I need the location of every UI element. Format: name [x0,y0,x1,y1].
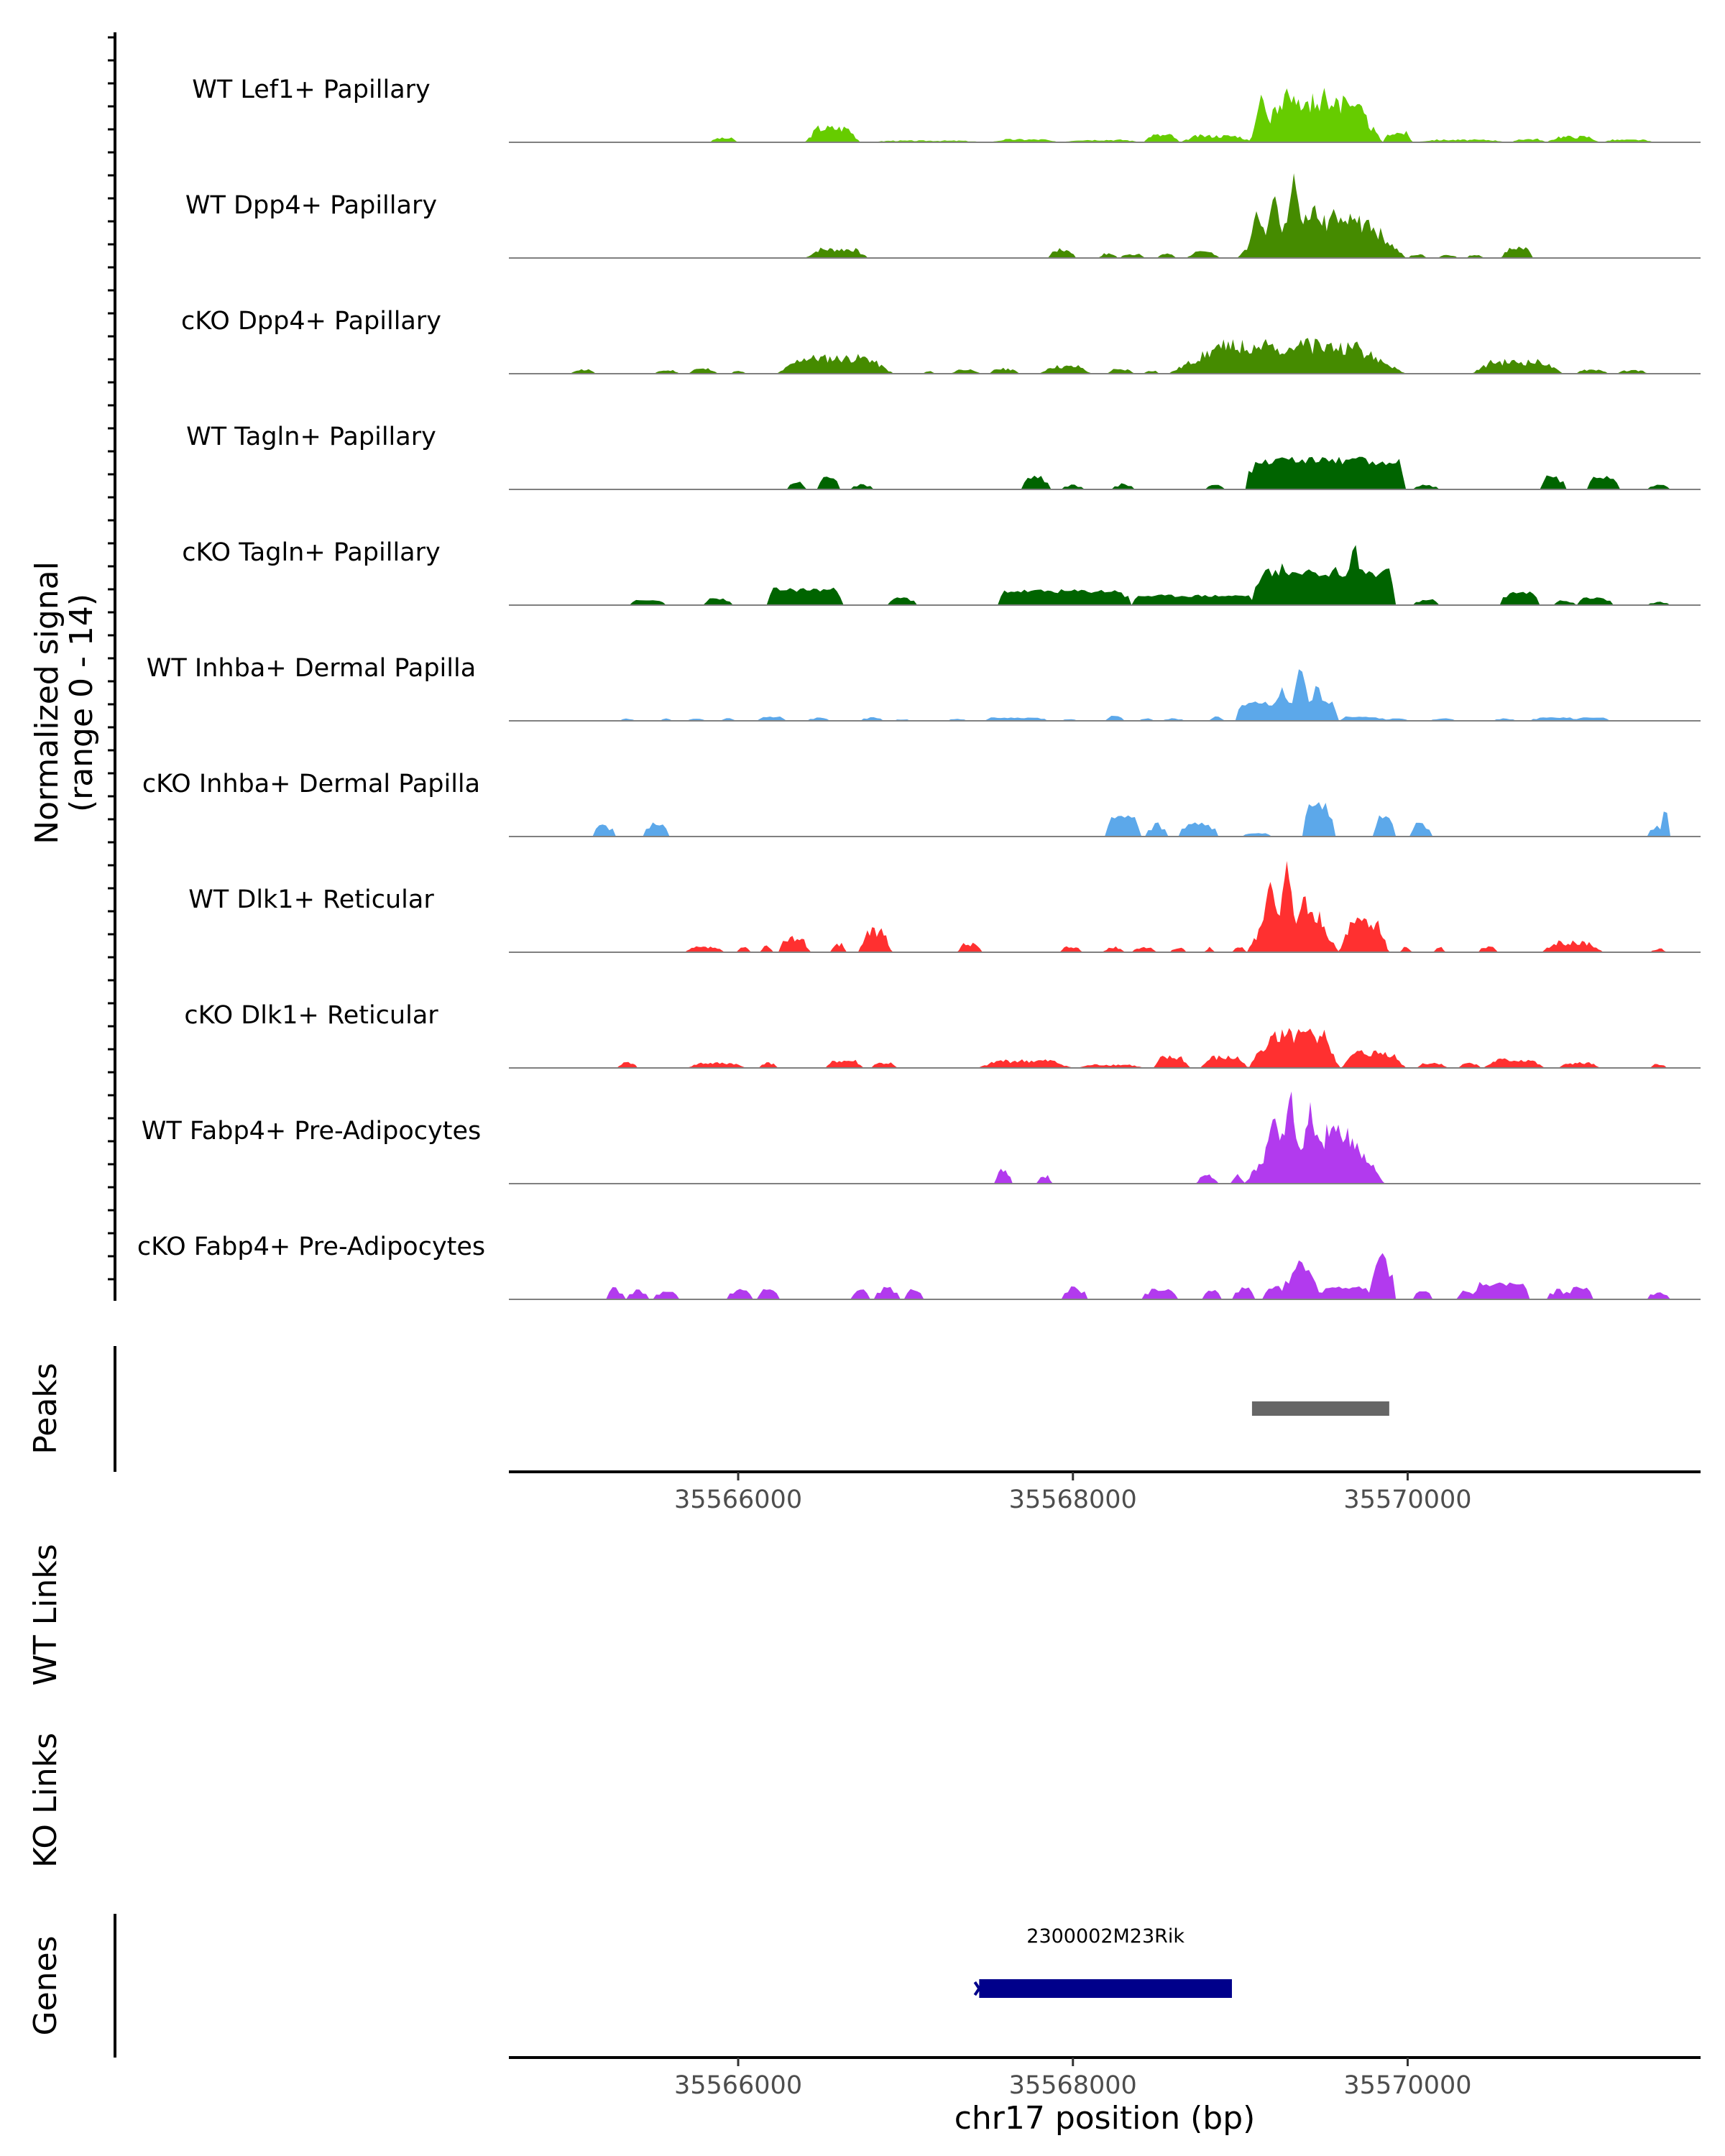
peaks-track-label: Peaks [27,1363,64,1454]
ko-links-track-label: KO Links [27,1733,64,1868]
peaks-x-axis-tick-label: 35566000 [674,1485,802,1514]
track-10: WT Fabp4+ Pre-Adipocytes [142,1091,1701,1184]
track-label: cKO Dlk1+ Reticular [184,1001,438,1030]
genes-x-axis-tick-label: 35570000 [1343,2071,1471,2100]
track-11: cKO Fabp4+ Pre-Adipocytes [137,1233,1701,1300]
track-label: WT Lef1+ Papillary [192,75,431,104]
coverage-tracks: WT Lef1+ Papillary WT Dpp4+ Papillary cKO … [137,75,1701,1300]
track-label: cKO Fabp4+ Pre-Adipocytes [137,1233,485,1261]
genes-track: 2300002M23Rik [973,1925,1232,1998]
track-label: WT Dlk1+ Reticular [188,885,434,914]
peaks-x-axis-tick-label: 35568000 [1009,1485,1137,1514]
coverage-area [509,88,1701,142]
coverage-area [509,456,1701,489]
track-label: cKO Tagln+ Papillary [182,538,441,567]
track-3: cKO Dpp4+ Papillary [181,307,1701,374]
genes-x-axis-tick-label: 35566000 [674,2071,802,2100]
track-label: cKO Inhba+ Dermal Papilla [142,770,480,798]
genes-x-axis-tick-label: 35568000 [1009,2071,1137,2100]
track-4: WT Tagln+ Papillary [186,423,1701,490]
track-label: WT Fabp4+ Pre-Adipocytes [142,1117,481,1146]
track-label: cKO Dpp4+ Papillary [181,307,441,336]
gene-body [979,1979,1232,1998]
coverage-area [509,338,1701,374]
genes-track-label: Genes [27,1935,64,2035]
coverage-area [509,1028,1701,1068]
track-5: cKO Tagln+ Papillary [182,538,1701,606]
peaks-track [1251,1401,1389,1416]
coverage-area [509,1253,1701,1299]
signal-axis-ticks [108,36,115,1281]
left-axes [108,32,116,2058]
track-label: WT Tagln+ Papillary [186,423,436,451]
signal-axis-range-label: (range 0 - 14) [63,594,100,812]
track-6: WT Inhba+ Dermal Papilla [147,654,1701,722]
track-2: WT Dpp4+ Papillary [185,173,1701,259]
signal-axis-label: Normalized signal [29,561,65,844]
track-8: WT Dlk1+ Reticular [188,861,1701,953]
gene-strand-marker [973,1981,985,1996]
x-axis-title: chr17 position (bp) [954,2100,1256,2137]
gene-name-label: 2300002M23Rik [1026,1925,1184,1948]
wt-links-track-label: WT Links [27,1544,64,1685]
gene-model: 2300002M23Rik [973,1925,1232,1998]
track-label: WT Dpp4+ Papillary [185,191,437,220]
track-label: WT Inhba+ Dermal Papilla [147,654,476,683]
coverage-area [509,173,1701,258]
coverage-area [509,1091,1701,1184]
track-7: cKO Inhba+ Dermal Papilla [142,770,1701,837]
coverage-area [509,545,1701,605]
peaks-x-axis: 35566000 35568000 35570000 [509,1470,1701,1514]
coverage-area [509,861,1701,952]
track-1: WT Lef1+ Papillary [192,75,1701,143]
genes-x-axis: 35566000 35568000 35570000 [509,2056,1701,2100]
peaks-x-axis-tick-label: 35570000 [1343,1485,1471,1514]
track-9: cKO Dlk1+ Reticular [184,1001,1701,1069]
signal-axis-title: Normalized signal (range 0 - 14) [29,561,100,844]
coverage-area [509,669,1701,721]
coverage-area [509,802,1701,837]
peak-region [1251,1401,1389,1416]
